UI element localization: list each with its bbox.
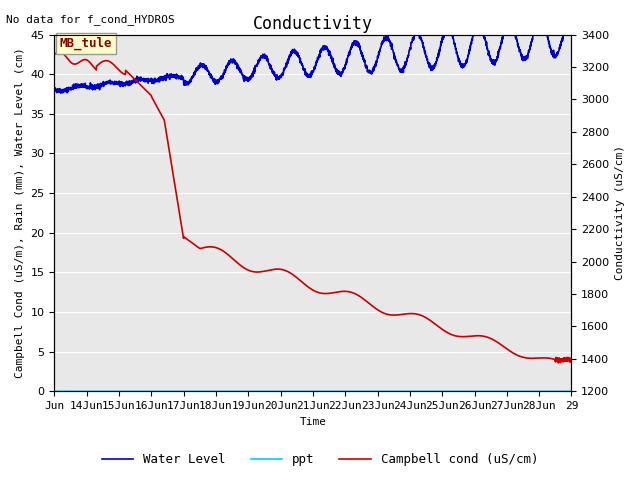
Y-axis label: Conductivity (uS/cm): Conductivity (uS/cm) bbox=[615, 145, 625, 280]
ppt bbox=[271, 388, 279, 394]
Water Level bbox=[502, 24, 510, 29]
Water Level bbox=[568, 24, 575, 29]
Text: No data for f_cond_HYDROS: No data for f_cond_HYDROS bbox=[6, 14, 175, 25]
Water Level bbox=[57, 90, 65, 96]
Campbell cond (uS/cm) bbox=[56, 49, 63, 55]
Water Level bbox=[558, 37, 566, 43]
Campbell cond (uS/cm) bbox=[568, 356, 575, 362]
X-axis label: Time: Time bbox=[300, 417, 326, 427]
Water Level bbox=[140, 76, 148, 82]
ppt bbox=[568, 388, 575, 394]
Line: Campbell cond (uS/cm): Campbell cond (uS/cm) bbox=[54, 52, 572, 363]
Campbell cond (uS/cm) bbox=[554, 360, 562, 366]
Campbell cond (uS/cm) bbox=[502, 345, 509, 351]
Water Level bbox=[271, 73, 279, 79]
Y-axis label: Campbell Cond (uS/m), Rain (mm), Water Level (cm): Campbell Cond (uS/m), Rain (mm), Water L… bbox=[15, 48, 25, 378]
Title: Conductivity: Conductivity bbox=[253, 15, 373, 33]
Line: Water Level: Water Level bbox=[54, 26, 572, 93]
ppt bbox=[140, 388, 148, 394]
Campbell cond (uS/cm) bbox=[249, 269, 257, 275]
ppt bbox=[249, 388, 257, 394]
Text: MB_tule: MB_tule bbox=[60, 36, 112, 50]
ppt bbox=[557, 388, 565, 394]
ppt bbox=[502, 388, 509, 394]
ppt bbox=[109, 388, 117, 394]
Campbell cond (uS/cm) bbox=[51, 51, 58, 57]
Campbell cond (uS/cm) bbox=[271, 266, 279, 272]
Water Level bbox=[249, 73, 257, 79]
ppt bbox=[51, 388, 58, 394]
Campbell cond (uS/cm) bbox=[140, 86, 148, 92]
Campbell cond (uS/cm) bbox=[558, 357, 566, 363]
Water Level bbox=[474, 24, 481, 29]
Water Level bbox=[109, 81, 117, 86]
Water Level bbox=[51, 86, 58, 92]
Legend: Water Level, ppt, Campbell cond (uS/cm): Water Level, ppt, Campbell cond (uS/cm) bbox=[97, 448, 543, 471]
Campbell cond (uS/cm) bbox=[109, 61, 117, 67]
